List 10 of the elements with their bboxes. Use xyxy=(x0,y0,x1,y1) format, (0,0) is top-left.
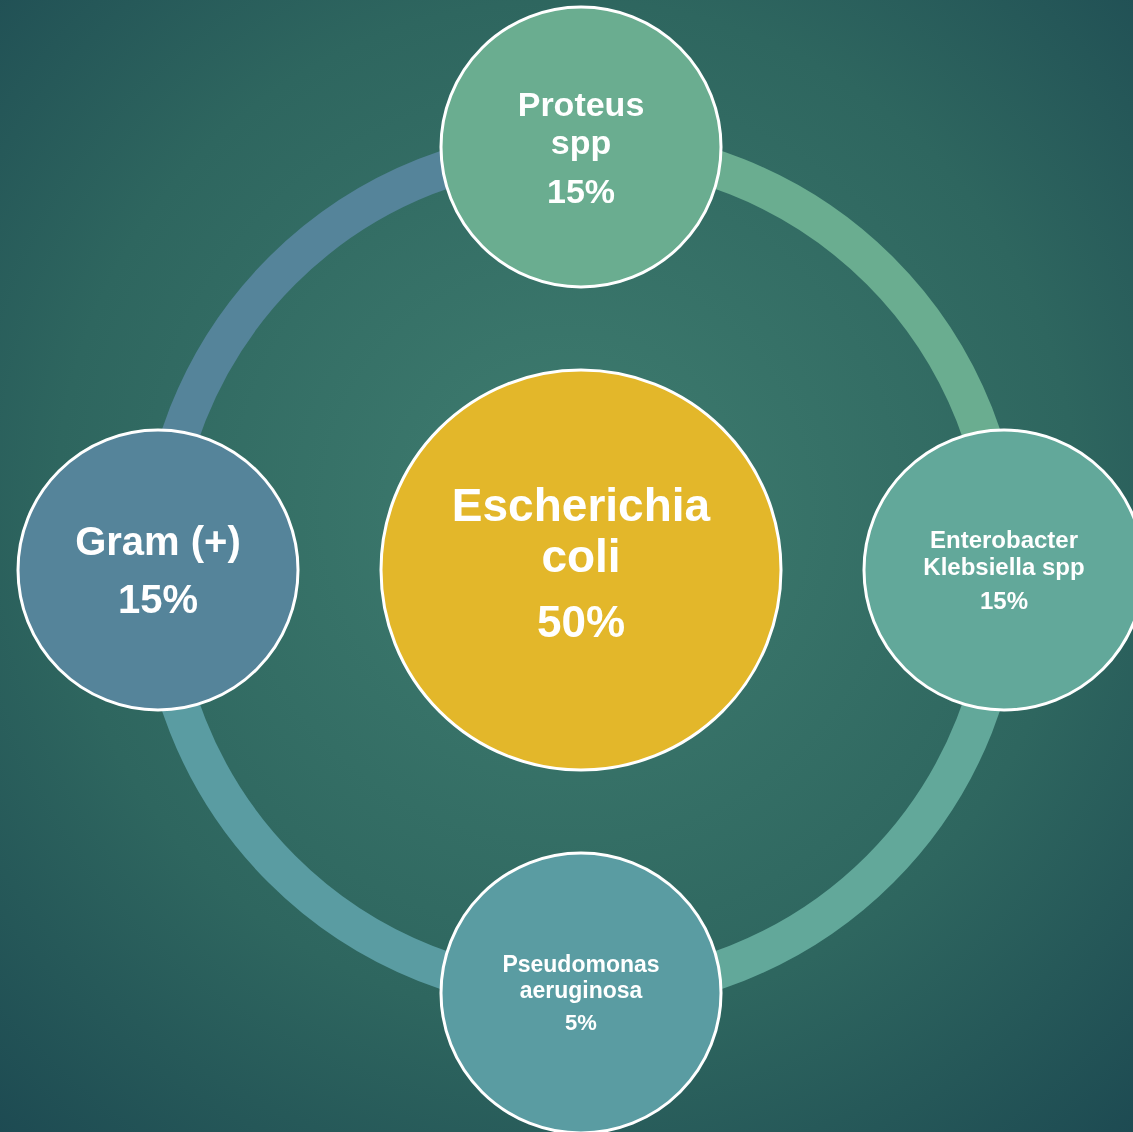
data-label: 15% xyxy=(546,171,616,210)
category-label: Enterobacter Klebsiella spp xyxy=(923,525,1085,580)
data-label: 15% xyxy=(979,587,1029,615)
category-label: Gram (+) xyxy=(75,519,241,564)
data-label: 5% xyxy=(565,1010,597,1036)
data-label: 50% xyxy=(536,596,626,646)
data-label: 15% xyxy=(117,577,199,622)
category-label: Pseudomonas aeruginosa xyxy=(502,951,660,1004)
category-label: Proteus spp xyxy=(517,84,645,161)
category-label: Escherichia coli xyxy=(451,478,711,583)
